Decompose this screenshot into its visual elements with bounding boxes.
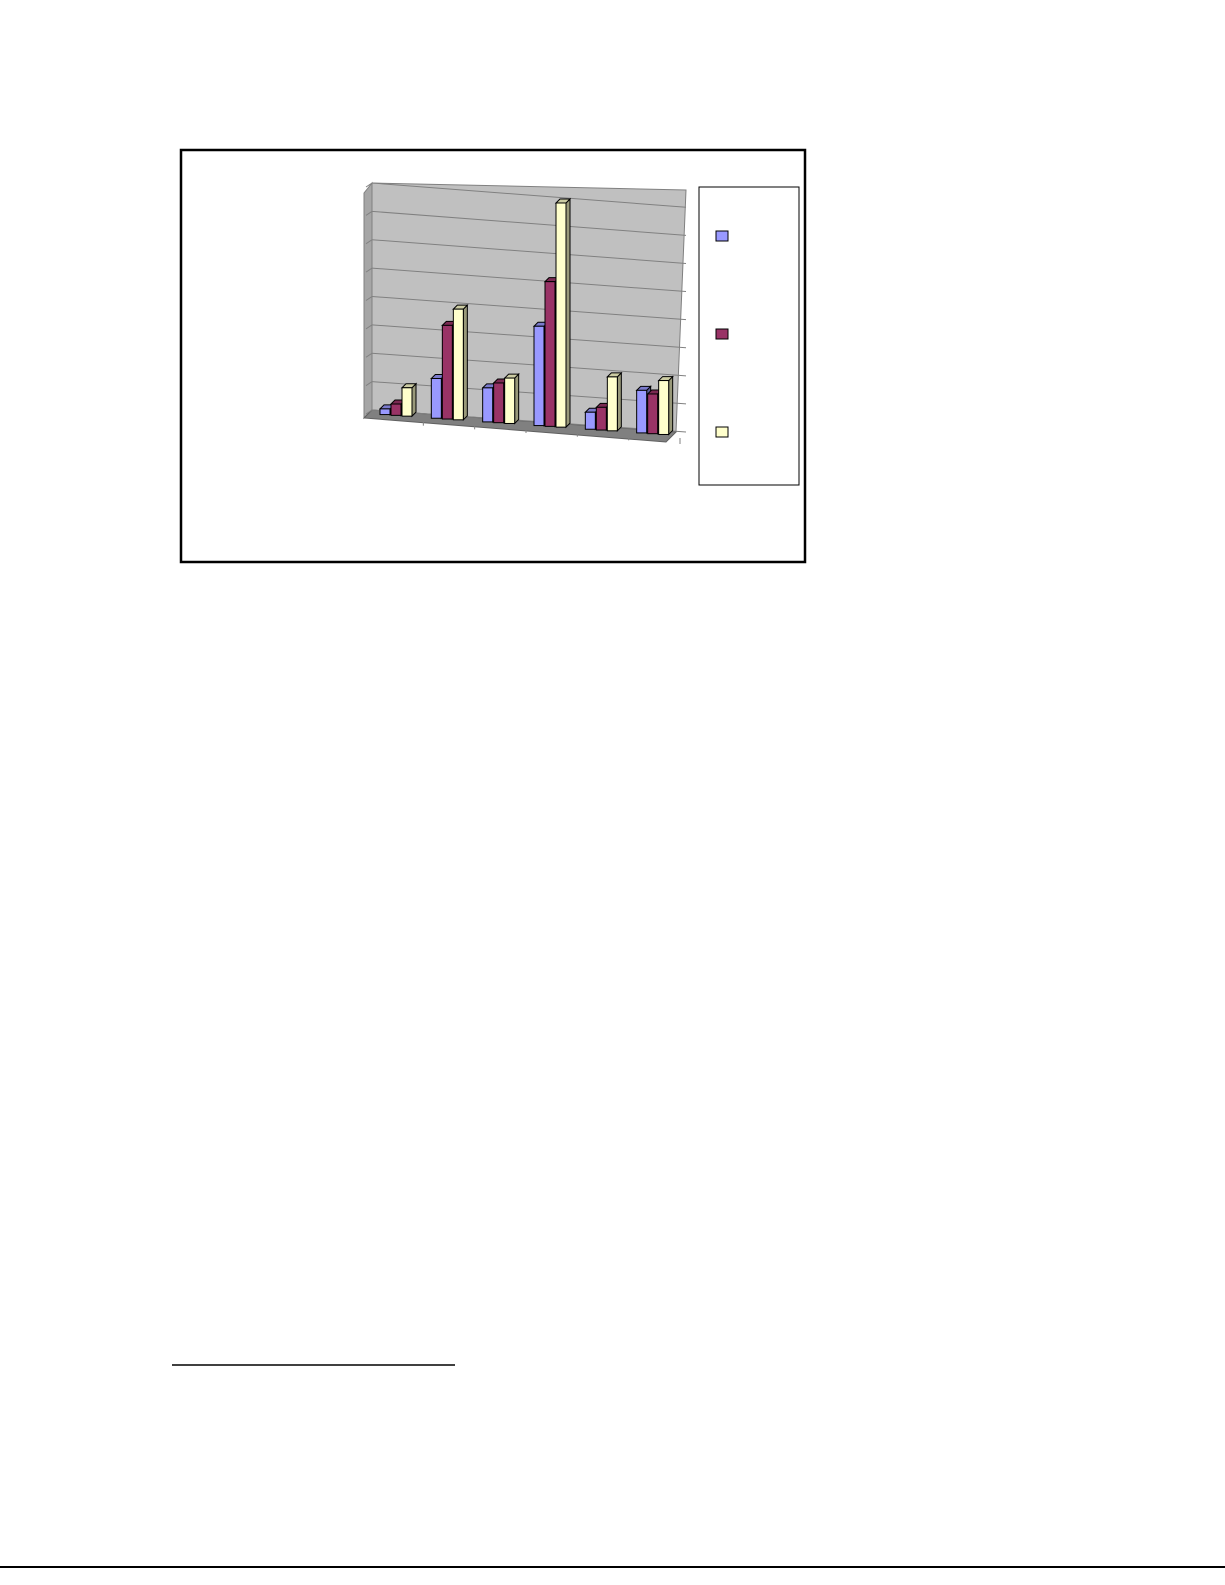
legend-swatch [715, 328, 729, 340]
bar [647, 393, 659, 435]
bar-side [616, 371, 622, 433]
legend-swatch [715, 230, 729, 242]
y-tick [365, 210, 373, 216]
grid-line [371, 296, 687, 321]
bar-side [411, 382, 417, 418]
bar [452, 308, 464, 421]
y-tick [365, 296, 373, 301]
grid-line [371, 352, 687, 377]
bar [606, 376, 618, 432]
grid-line [371, 324, 687, 349]
bar-side [514, 372, 520, 425]
bar [544, 281, 556, 427]
bar [504, 377, 516, 424]
grid-line [371, 239, 687, 264]
bar-side [462, 303, 468, 422]
bar [658, 380, 670, 435]
y-tick [365, 381, 373, 387]
grid-line [371, 182, 687, 208]
bar [390, 403, 402, 416]
y-tick [365, 239, 373, 245]
bar [482, 387, 494, 423]
y-tick [365, 182, 373, 188]
bar [584, 411, 596, 430]
grid-line [371, 210, 687, 236]
bar-side [668, 375, 674, 436]
bar [401, 387, 413, 417]
legend-box [698, 186, 800, 486]
bar [533, 325, 545, 427]
bar [636, 389, 648, 434]
bar [441, 324, 453, 420]
y-tick [365, 324, 373, 330]
bar [379, 408, 391, 416]
bar [493, 382, 505, 424]
bar [595, 406, 607, 431]
legend-swatch [715, 426, 729, 438]
grid-line [371, 409, 687, 433]
y-tick [365, 409, 373, 415]
grid-line [371, 381, 687, 405]
bar-side [565, 197, 571, 429]
y-tick [365, 352, 373, 358]
grid-line [371, 267, 687, 293]
bar [430, 378, 442, 419]
y-tick [365, 267, 373, 273]
bar [555, 202, 567, 428]
